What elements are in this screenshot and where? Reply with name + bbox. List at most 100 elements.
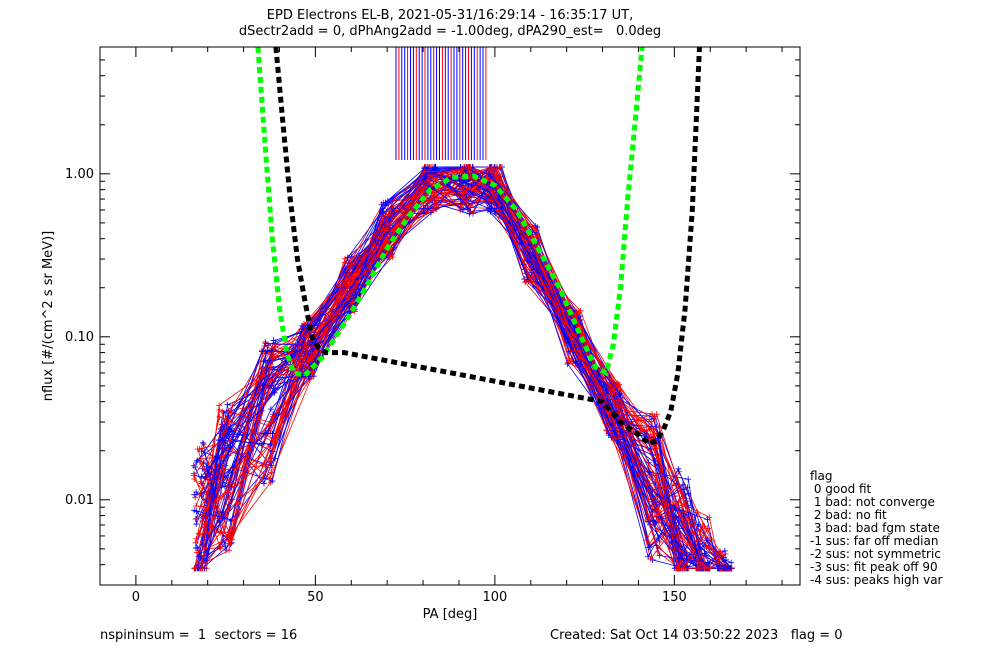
legend-item: -3 sus: fit peak off 90 xyxy=(810,560,938,574)
flux-sample-marker xyxy=(300,323,307,330)
flux-sample-marker xyxy=(656,423,663,430)
footer-created-info: Created: Sat Oct 14 03:50:22 2023 flag =… xyxy=(550,628,843,643)
flux-sample-marker xyxy=(527,252,534,259)
flux-sample-marker xyxy=(218,466,225,473)
flux-sample-marker xyxy=(675,465,682,472)
flux-sample-marker xyxy=(577,361,584,368)
flux-sample-marker xyxy=(704,537,711,544)
flux-sample-marker xyxy=(460,194,467,201)
flux-sample-marker xyxy=(269,478,276,485)
flux-sample-marker xyxy=(699,523,706,530)
flux-sample-marker xyxy=(685,490,692,497)
flux-sample-marker xyxy=(216,495,223,502)
flux-sample-marker xyxy=(616,430,623,437)
flux-sample-marker xyxy=(647,555,654,562)
flux-sample-marker xyxy=(608,430,615,437)
flux-sample-marker xyxy=(533,233,540,240)
flux-sample-marker xyxy=(202,521,209,528)
flux-sample-marker xyxy=(572,311,579,318)
flux-sample-marker xyxy=(192,516,199,523)
flux-sample-marker xyxy=(486,164,493,171)
flux-sample-marker xyxy=(194,457,201,464)
flux-sample-marker xyxy=(705,559,712,566)
flux-sample-marker xyxy=(199,439,206,446)
flux-sample-marker xyxy=(260,480,267,487)
flux-sample-marker xyxy=(643,430,650,437)
flux-sample-marker xyxy=(429,172,436,179)
flux-sample-marker xyxy=(200,459,207,466)
flux-sample-marker xyxy=(311,339,318,346)
flux-sample-marker xyxy=(456,169,463,176)
flux-sample-marker xyxy=(465,181,472,188)
flux-sample-marker xyxy=(217,545,224,552)
flux-sample-marker xyxy=(341,304,348,311)
flux-sample-marker xyxy=(349,299,356,306)
flux-sample-marker xyxy=(306,339,313,346)
flux-sample-marker xyxy=(685,476,692,483)
flux-sample-marker xyxy=(224,428,231,435)
flux-sample-marker xyxy=(195,530,202,537)
flux-sample-marker xyxy=(191,507,198,514)
flux-sample-marker xyxy=(430,192,437,199)
flux-sample-marker xyxy=(229,402,236,409)
flux-sample-marker xyxy=(303,343,310,350)
flux-sample-marker xyxy=(573,358,580,365)
flux-sample-marker xyxy=(199,565,206,572)
flux-sample-marker xyxy=(609,381,616,388)
flux-sample-marker xyxy=(259,462,266,469)
flux-trace xyxy=(205,170,730,569)
flux-sample-marker xyxy=(193,458,200,465)
flux-sample-marker xyxy=(488,204,495,211)
flux-sample-marker xyxy=(566,355,573,362)
flux-sample-marker xyxy=(268,458,275,465)
legend-item: 3 bad: bad fgm state xyxy=(810,521,940,535)
flux-sample-marker xyxy=(654,548,661,555)
flux-trace xyxy=(206,175,728,569)
flux-sample-marker xyxy=(259,376,266,383)
flux-sample-marker xyxy=(226,528,233,535)
flux-sample-marker xyxy=(216,406,223,413)
flux-sample-marker xyxy=(459,206,466,213)
flux-sample-marker xyxy=(382,234,389,241)
flux-sample-marker xyxy=(704,516,711,523)
flux-sample-marker xyxy=(706,565,713,572)
flux-sample-marker xyxy=(570,331,577,338)
flux-sample-marker xyxy=(192,463,199,470)
flux-traces xyxy=(190,47,735,572)
flux-sample-marker xyxy=(198,503,205,510)
flux-sample-marker xyxy=(191,475,198,482)
legend-item: -4 sus: peaks high var xyxy=(810,573,943,587)
flux-sample-marker xyxy=(191,491,198,498)
flux-sample-marker xyxy=(269,366,276,373)
x-axis-label: PA [deg] xyxy=(423,607,478,622)
flux-sample-marker xyxy=(728,559,735,566)
flux-sample-marker xyxy=(381,227,388,234)
flux-sample-marker xyxy=(610,387,617,394)
flux-sample-marker xyxy=(269,413,276,420)
legend-item: -2 sus: not symmetric xyxy=(810,547,941,561)
flux-sample-marker xyxy=(224,401,231,408)
flux-sample-marker xyxy=(701,550,708,557)
flux-sample-marker xyxy=(605,394,612,401)
flux-sample-marker xyxy=(190,462,197,469)
flux-trace xyxy=(202,166,724,569)
flux-sample-marker xyxy=(720,565,727,572)
flux-sample-marker xyxy=(267,406,274,413)
fit-curves xyxy=(255,46,702,447)
flux-sample-marker xyxy=(380,210,387,217)
flux-sample-marker xyxy=(192,544,199,551)
flux-sample-marker xyxy=(198,492,205,499)
flux-sample-marker xyxy=(701,564,708,571)
flux-sample-marker xyxy=(656,484,663,491)
flux-trace xyxy=(195,185,724,569)
flux-sample-marker xyxy=(616,391,623,398)
flux-sample-marker xyxy=(385,199,392,206)
flux-trace xyxy=(194,170,726,569)
flux-sample-marker xyxy=(722,550,729,557)
flux-sample-marker xyxy=(676,533,683,540)
flux-sample-marker xyxy=(465,164,472,171)
flux-sample-marker xyxy=(648,425,655,432)
chart-title-line-2: dSectr2add = 0, dPhAng2add = -1.00deg, d… xyxy=(238,24,662,39)
flux-sample-marker xyxy=(198,473,205,480)
